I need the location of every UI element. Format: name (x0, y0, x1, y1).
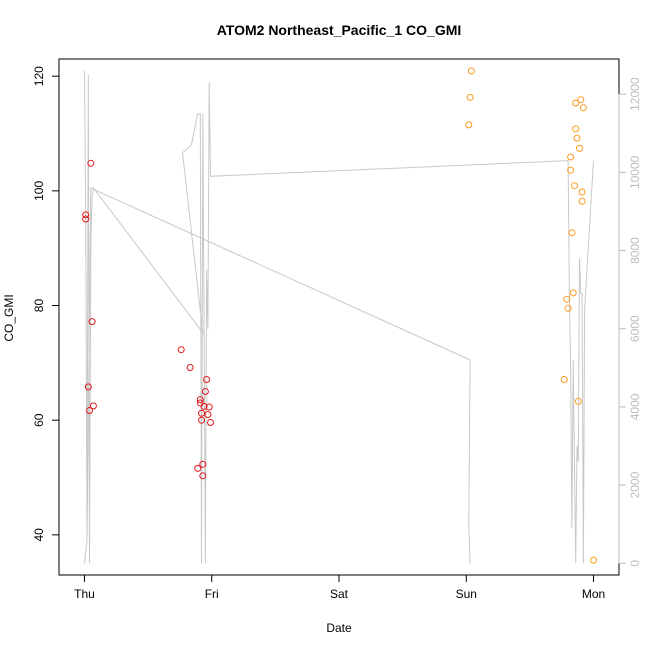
series-2-point-7 (567, 153, 575, 161)
x-tick-label: Thu (74, 587, 95, 601)
series-2-point-21 (590, 556, 597, 564)
series-2-point-9 (568, 229, 576, 237)
right-y-tick-label: 6000 (628, 315, 642, 342)
series-1-point-8 (177, 346, 185, 354)
y-tick-label: 40 (32, 528, 46, 542)
right-y-tick-label: 10000 (628, 155, 642, 189)
series-2-point-18 (578, 188, 586, 196)
series-1-point-17 (200, 402, 208, 410)
series-2-point-16 (576, 144, 583, 152)
right-y-tick-label: 8000 (628, 237, 642, 264)
x-tick-label: Sat (330, 587, 349, 601)
data-points (82, 67, 597, 564)
series-2-point-1 (465, 121, 473, 129)
series-2-point-20 (579, 104, 587, 112)
plot-area-frame (58, 58, 620, 576)
x-tick-label: Sun (456, 587, 477, 601)
x-axis-label: Date (326, 621, 352, 635)
x-tick-label: Mon (582, 587, 605, 601)
series-1-point-16 (199, 472, 207, 480)
series-2-point-3 (467, 67, 475, 75)
right-y-tick-label: 12000 (628, 77, 642, 111)
series-2-point-10 (569, 289, 577, 297)
right-y-tick-label: 4000 (628, 393, 642, 420)
right-y-tick-label: 0 (628, 560, 642, 567)
series-1-point-1 (82, 211, 90, 219)
series-1-point-14 (198, 416, 205, 424)
x-tick-label: Fri (205, 587, 219, 601)
series-1-point-18 (201, 388, 209, 395)
series-1-point-22 (207, 419, 214, 426)
series-2-point-19 (578, 197, 586, 205)
series-1-point-3 (84, 383, 92, 391)
series-1-point-11 (196, 396, 204, 404)
series-1-point-9 (186, 364, 194, 371)
series-1-point-19 (203, 376, 211, 383)
series-2-point-5 (563, 295, 571, 303)
altitude-lines (84, 70, 594, 564)
altitude-line-1 (84, 70, 594, 564)
series-1-point-15 (199, 460, 207, 468)
series-1-point-2 (82, 215, 90, 223)
y-tick-label: 120 (32, 66, 46, 86)
y-axis-label: CO_GMI (2, 294, 16, 341)
series-2-point-13 (572, 125, 580, 133)
series-1-point-13 (198, 409, 205, 417)
series-2-point-15 (574, 397, 582, 405)
series-2-point-17 (577, 96, 585, 104)
series-1-point-6 (88, 318, 96, 326)
series-1-point-4 (86, 407, 93, 414)
y-axis: 40 60 80 100 120 (32, 66, 60, 542)
altitude-line-2 (84, 187, 471, 564)
right-y-axis: 0 2000 4000 6000 8000 10000 12000 (618, 77, 642, 567)
series-2-point-2 (466, 93, 474, 101)
x-axis: Thu Fri Sat Sun Mon (74, 574, 605, 601)
series-1-point-10 (194, 464, 202, 472)
series-1-point-20 (204, 411, 212, 418)
y-tick-label: 100 (32, 181, 46, 201)
series-2-point-12 (572, 99, 580, 107)
y-tick-label: 80 (32, 299, 46, 313)
chart-title: ATOM2 Northeast_Pacific_1 CO_GMI (217, 22, 462, 38)
y-tick-label: 60 (32, 413, 46, 427)
right-y-tick-label: 2000 (628, 471, 642, 498)
series-1-point-21 (205, 403, 213, 411)
series-2-point-8 (567, 166, 575, 174)
series-2-point-14 (573, 134, 581, 142)
series-2-point-11 (571, 182, 578, 190)
series-1-point-7 (89, 402, 97, 410)
series-2-point-4 (560, 376, 568, 383)
series-2-point-6 (564, 304, 572, 312)
series-1-point-5 (87, 159, 95, 167)
